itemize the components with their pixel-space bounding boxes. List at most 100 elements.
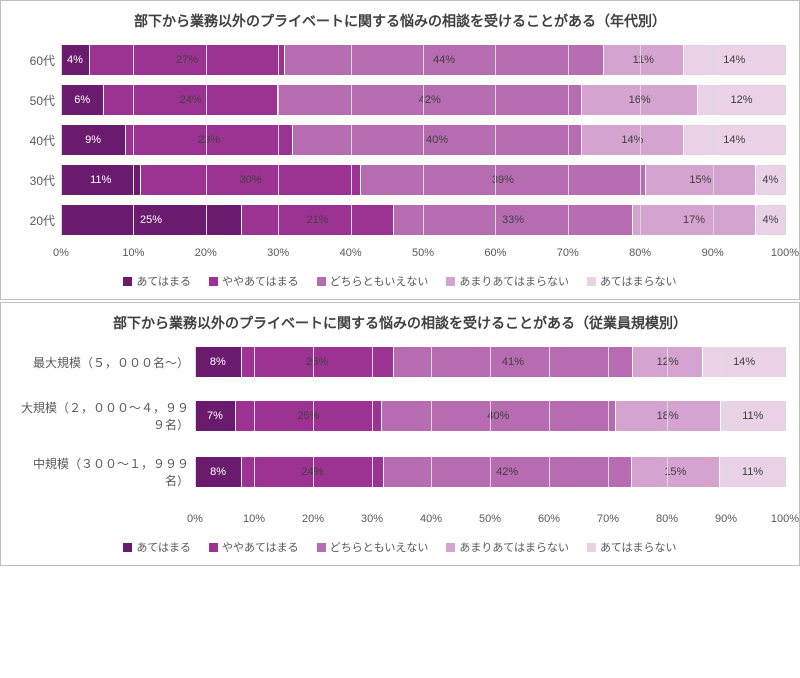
axis-spacer [15,511,195,533]
percent-sign: % [743,94,753,106]
legend-item: あてはまらない [587,539,677,555]
x-tick: 10% [122,247,144,259]
percent-sign: % [445,54,455,66]
segment-value: 40 [426,134,438,146]
segment-value: 14 [723,54,735,66]
x-tick: 90% [715,513,737,525]
percent-sign: % [91,134,101,146]
x-tick: 90% [702,247,724,259]
bar-track: 8%24%42%15%11% [195,457,785,487]
bar-track: 8%26%41%12%14% [195,347,785,377]
legend-label: あてはまる [136,273,191,289]
legend-item: どちらともいえない [317,273,429,289]
legend-item: ややあてはまる [209,273,299,289]
segment-value: 11 [742,466,753,478]
segment-value: 33 [502,214,514,226]
bar-track: 4%27%44%11%14% [61,45,785,75]
legend-label: あてはまらない [600,539,677,555]
bar-segment: 9% [61,125,126,155]
bar-row: 60代4%27%44%11%14% [15,45,785,75]
category-label: 20代 [15,212,61,229]
bar-segment: 6% [61,85,104,115]
x-tick: 60% [484,247,506,259]
legend-swatch [317,543,326,552]
legend-label: ややあてはまる [222,273,299,289]
segment-value: 27 [176,54,188,66]
gridline [785,457,786,487]
bar-segment: 15% [632,457,721,487]
chart-title: 部下から業務以外のプライベートに関する悩みの相談を受けることがある（従業員規模別… [15,313,785,333]
bar-segment: 7% [195,401,236,431]
category-label: 中規模（３００～１，９９９名） [15,455,195,489]
x-tick: 70% [557,247,579,259]
bar-segment: 11% [604,45,684,75]
percent-sign: % [318,356,328,368]
segment-value: 14 [621,134,633,146]
percent-sign: % [641,94,651,106]
bar-segment: 41% [394,347,634,377]
x-axis: 0%10%20%30%40%50%60%70%80%90%100% [15,245,785,267]
segment-value: 30 [240,174,252,186]
bar-segment: 8% [195,457,242,487]
bar-segment: 42% [278,85,582,115]
segment-value: 16 [629,94,641,106]
percent-sign: % [745,356,755,368]
bar-segment: 11% [61,165,141,195]
segment-value: 24 [301,466,313,478]
x-tick: 50% [479,513,501,525]
percent-sign: % [514,214,524,226]
percent-sign: % [508,466,518,478]
legend-item: あてはまる [123,539,191,555]
category-label: 大規模（２，０００～４，９９９名） [15,399,195,433]
bars-area: 60代4%27%44%11%14%50代6%24%42%16%12%40代9%2… [15,45,785,235]
bar-segment: 14% [684,125,785,155]
segment-value: 44 [433,54,445,66]
percent-sign: % [644,54,654,66]
bar-row: 中規模（３００～１，９９９名）8%24%42%15%11% [15,455,785,489]
x-tick: 0% [53,247,69,259]
percent-sign: % [736,54,746,66]
bar-segment: 33% [394,205,633,235]
legend-swatch [209,277,218,286]
percent-sign: % [216,466,226,478]
legend-label: どちらともいえない [330,273,429,289]
bar-segment: 18% [616,401,721,431]
bar-segment: 16% [582,85,698,115]
x-tick: 30% [267,247,289,259]
bar-segment: 39% [361,165,646,195]
gridline [785,347,786,377]
bar-segment: 4% [756,165,785,195]
chart-panel-size: 部下から業務以外のプライベートに関する悩みの相談を受けることがある（従業員規模別… [0,302,800,566]
segment-value: 40 [487,410,499,422]
percent-sign: % [210,134,220,146]
gridline [785,205,786,235]
bar-segment: 44% [285,45,604,75]
percent-sign: % [753,466,763,478]
legend-label: あまりあてはまらない [459,273,569,289]
bar-segment: 17% [633,205,756,235]
bar-segment: 25% [236,401,382,431]
bar-segment: 40% [382,401,616,431]
bar-segment: 12% [633,347,703,377]
legend-swatch [587,543,596,552]
bars-area: 最大規模（５，０００名～）8%26%41%12%14%大規模（２，０００～４，９… [15,347,785,489]
percent-sign: % [677,466,687,478]
segment-value: 26 [306,356,318,368]
x-tick: 80% [629,247,651,259]
gridline [785,85,786,115]
legend-swatch [317,277,326,286]
legend-item: あてはまる [123,273,191,289]
segment-value: 42 [419,94,431,106]
bar-segment: 11% [721,401,785,431]
x-tick: 70% [597,513,619,525]
percent-sign: % [754,410,764,422]
bar-row: 最大規模（５，０００名～）8%26%41%12%14% [15,347,785,377]
x-tick: 40% [340,247,362,259]
segment-value: 12 [657,356,669,368]
percent-sign: % [80,94,90,106]
category-label: 50代 [15,92,61,109]
x-tick: 100% [771,247,799,259]
bar-segment: 27% [90,45,285,75]
percent-sign: % [216,356,226,368]
legend-swatch [446,543,455,552]
